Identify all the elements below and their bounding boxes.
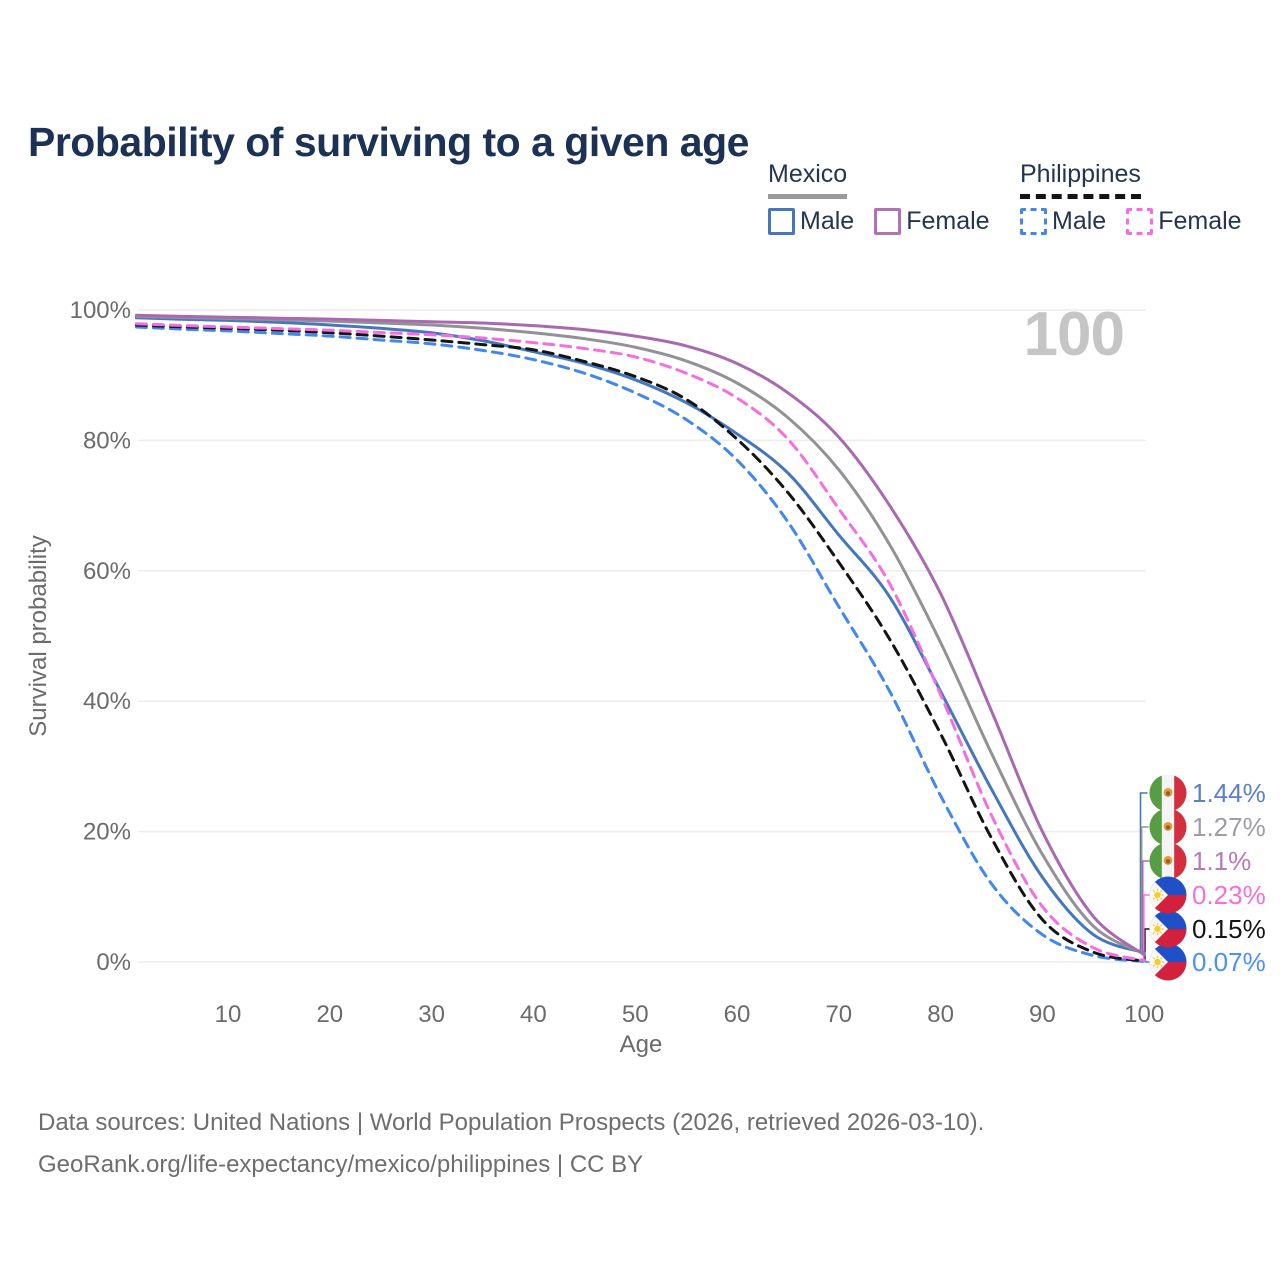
legend-item-philippines-male[interactable]: Male (1020, 207, 1106, 236)
x-axis-title: Age (620, 1031, 663, 1058)
end-label-value: 1.27% (1192, 811, 1266, 842)
y-axis-tick-labels: 0% 20% 40% 60% 80% 100% (70, 297, 131, 976)
legend-item-label: Male (800, 207, 855, 235)
attribution-line: GeoRank.org/life-expectancy/mexico/phili… (38, 1151, 644, 1178)
curve-mexico-male (134, 316, 1146, 955)
legend-country-philippines[interactable]: Philippines (1020, 160, 1141, 199)
x-tick-label: 70 (825, 1001, 852, 1028)
curve-philippines-female (134, 322, 1146, 962)
y-tick-label: 40% (83, 688, 131, 715)
curve-mexico-female (134, 313, 1146, 957)
philippines-flag-icon (1149, 943, 1187, 981)
hover-age-watermark: 100 (1023, 300, 1125, 369)
legend-item-philippines-female[interactable]: Female (1126, 207, 1242, 236)
end-label-value: 1.1% (1192, 845, 1252, 876)
philippines-female-swatch-icon (1126, 208, 1154, 235)
footer: Data sources: United Nations | World Pop… (38, 1102, 984, 1186)
legend-item-mexico-male[interactable]: Male (768, 207, 854, 236)
end-label-value: 0.07% (1192, 946, 1266, 977)
mexico-male-swatch-icon (768, 208, 795, 235)
y-tick-label: 20% (83, 819, 131, 846)
mexico-female-swatch-icon (874, 208, 902, 235)
y-tick-label: 0% (96, 949, 131, 976)
x-tick-label: 100 (1124, 1001, 1164, 1028)
legend-item-mexico-female[interactable]: Female (874, 207, 990, 236)
philippines-flag-icon (1149, 910, 1187, 948)
philippines-male-swatch-icon (1020, 208, 1047, 235)
curve-philippines-both-sexes (134, 323, 1146, 963)
x-tick-label: 60 (724, 1001, 751, 1028)
end-label-mexico-male: 1.44% (1149, 774, 1266, 812)
y-tick-label: 80% (83, 427, 131, 454)
philippines-flag-icon (1149, 876, 1187, 914)
mexico-flag-icon (1149, 774, 1187, 812)
x-tick-label: 80 (927, 1001, 954, 1028)
y-tick-label: 100% (70, 297, 131, 324)
legend-item-label: Female (906, 207, 990, 235)
legend-item-label: Female (1158, 207, 1242, 235)
x-axis-tick-labels: 10 20 30 40 50 60 70 80 90 100 (215, 1001, 1165, 1028)
mexico-flag-icon (1149, 808, 1187, 846)
end-label-value: 0.23% (1192, 879, 1266, 910)
page-title: Probability of surviving to a given age (28, 119, 749, 166)
survival-curves (134, 313, 1146, 963)
end-label-philippines-both-sexes: 0.15% (1149, 910, 1266, 948)
x-tick-label: 10 (215, 1001, 242, 1028)
end-label-mexico-both-sexes: 1.27% (1149, 808, 1266, 846)
x-tick-label: 20 (316, 1001, 343, 1028)
data-sources-line: Data sources: United Nations | World Pop… (38, 1109, 985, 1136)
end-label-value: 1.44% (1192, 777, 1266, 808)
end-label-philippines-male: 0.07% (1149, 943, 1266, 981)
end-label-value: 0.15% (1192, 913, 1266, 944)
curve-philippines-male (134, 325, 1146, 963)
y-axis-title: Survival probability (25, 535, 52, 736)
x-tick-label: 40 (520, 1001, 547, 1028)
legend-country-mexico[interactable]: Mexico (768, 160, 848, 199)
x-tick-label: 30 (418, 1001, 445, 1028)
x-tick-label: 50 (622, 1001, 649, 1028)
end-label-philippines-female: 0.23% (1149, 876, 1266, 914)
legend-group-philippines: Philippines Male Female (1020, 160, 1242, 236)
x-tick-label: 90 (1029, 1001, 1056, 1028)
legend-item-label: Male (1052, 207, 1107, 235)
curve-mexico-both-sexes (134, 315, 1146, 956)
end-label-mexico-female: 1.1% (1149, 842, 1251, 880)
mexico-flag-icon (1149, 842, 1187, 880)
legend-group-mexico: Mexico Male Female (768, 160, 990, 236)
gridlines (138, 309, 1146, 963)
y-tick-label: 60% (83, 558, 131, 585)
